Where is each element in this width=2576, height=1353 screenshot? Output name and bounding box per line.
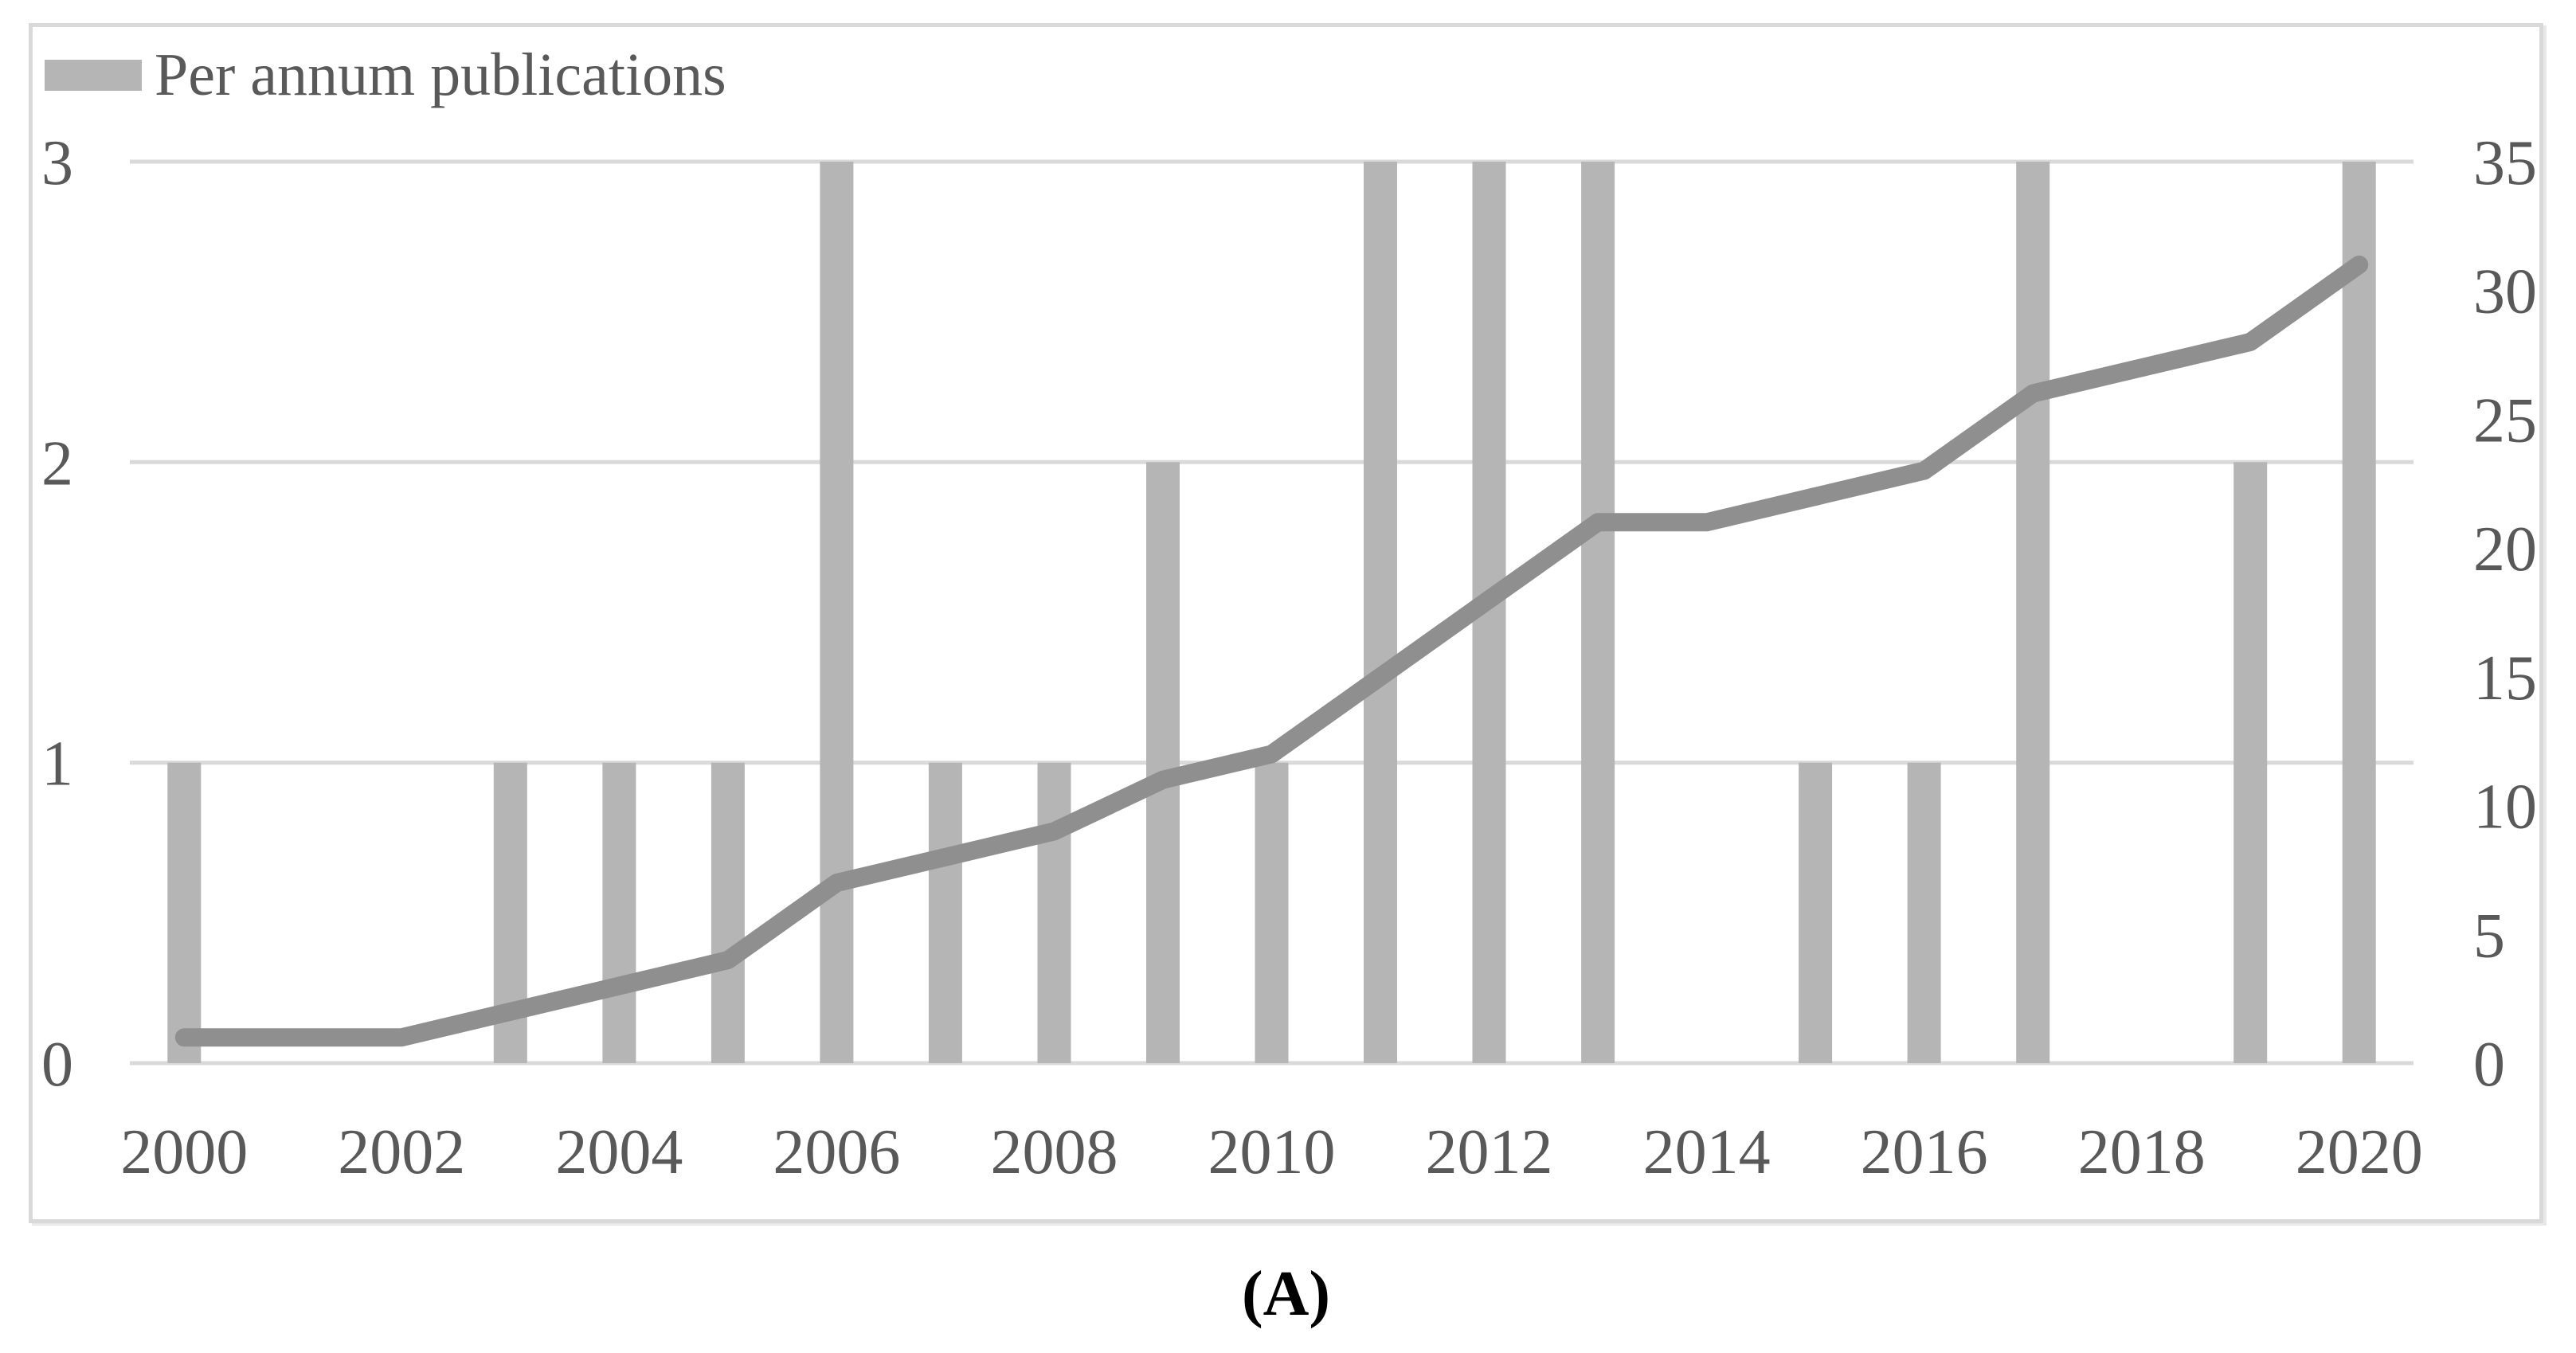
figure-caption: (A) [1241, 1259, 1331, 1329]
x-axis-tick-2002: 2002 [338, 1117, 465, 1187]
legend-label: Per annum publications [155, 41, 726, 108]
bar-2017 [2016, 162, 2050, 1063]
x-axis-tick-2000: 2000 [120, 1117, 248, 1187]
y-axis-left-tick-1: 1 [41, 729, 73, 800]
x-axis-tick-2020: 2020 [2296, 1117, 2423, 1187]
bar-2016 [1907, 762, 1941, 1063]
bar-2005 [711, 762, 745, 1063]
y-axis-left-tick-2: 2 [41, 428, 73, 499]
y-axis-right-tick-35: 35 [2473, 128, 2537, 198]
y-axis-left-tick-0: 0 [41, 1030, 73, 1100]
x-axis-tick-2004: 2004 [555, 1117, 683, 1187]
bar-2006 [820, 162, 854, 1063]
y-axis-left-tick-3: 3 [41, 128, 73, 198]
y-axis-right-tick-15: 15 [2473, 643, 2537, 714]
y-axis-right-tick-20: 20 [2473, 514, 2537, 585]
bar-2000 [167, 762, 202, 1063]
y-axis-right-tick-0: 0 [2473, 1030, 2505, 1100]
legend: Per annum publications [45, 45, 726, 105]
x-axis-tick-2006: 2006 [773, 1117, 900, 1187]
x-axis-tick-2018: 2018 [2078, 1117, 2206, 1187]
y-axis-right-tick-25: 25 [2473, 385, 2537, 456]
cumulative-line [174, 255, 2369, 1047]
bar-2019 [2233, 462, 2268, 1063]
bar-2009 [1146, 462, 1180, 1063]
x-axis-tick-2014: 2014 [1643, 1117, 1771, 1187]
bar-2015 [1799, 762, 1833, 1063]
bar-2004 [602, 762, 636, 1063]
bar-2010 [1255, 762, 1289, 1063]
x-axis-tick-2008: 2008 [991, 1117, 1118, 1187]
bar-2011 [1364, 162, 1397, 1063]
x-axis-tick-2010: 2010 [1208, 1117, 1336, 1187]
y-axis-right-tick-5: 5 [2473, 901, 2505, 971]
bar-2013 [1581, 162, 1615, 1063]
x-axis-tick-2012: 2012 [1426, 1117, 1553, 1187]
legend-swatch [45, 59, 142, 91]
x-axis-tick-2016: 2016 [1861, 1117, 1988, 1187]
bar-2007 [928, 762, 962, 1063]
bar-2020 [2342, 162, 2376, 1063]
y-axis-right-tick-30: 30 [2473, 257, 2537, 327]
bar-2008 [1037, 762, 1071, 1063]
y-axis-right-tick-10: 10 [2473, 772, 2537, 843]
